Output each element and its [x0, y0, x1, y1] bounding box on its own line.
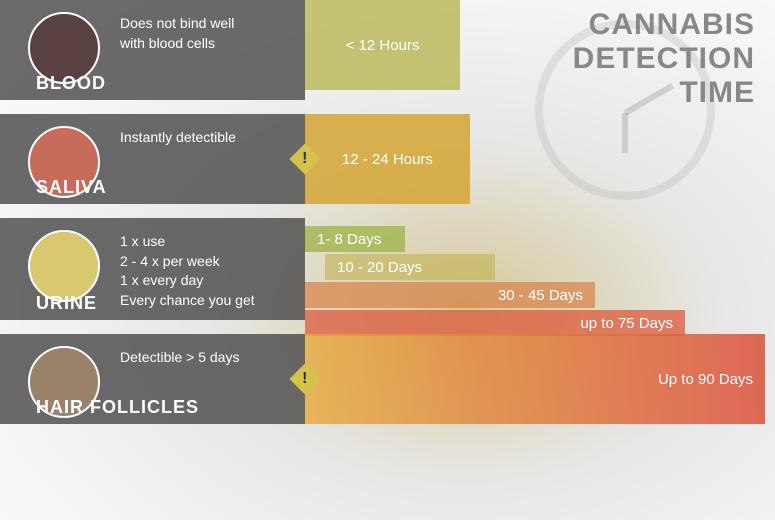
desc-line: with blood cells	[120, 34, 295, 54]
timeline-bars: 12 - 24 Hours	[305, 114, 775, 206]
method-label: HAIR FOLLICLES	[36, 397, 199, 418]
main-title: CANNABIS DETECTION TIME	[573, 8, 755, 110]
timeline-bar: up to 75 Days	[305, 310, 685, 336]
desc-line: 1 x use	[120, 232, 295, 252]
row-hair-follicles: Detectible > 5 daysHAIR FOLLICLES!Up to …	[0, 334, 775, 424]
row-saliva: Instantly detectibleSALIVA!12 - 24 Hours	[0, 114, 775, 204]
description: Detectible > 5 days	[120, 348, 295, 368]
title-line-1: CANNABIS	[573, 8, 755, 42]
description: 1 x use2 - 4 x per week1 x every dayEver…	[120, 232, 295, 310]
desc-line: Every chance you get	[120, 291, 295, 311]
desc-line: Does not bind well	[120, 14, 295, 34]
timeline-bar: 12 - 24 Hours	[305, 114, 470, 204]
method-label: URINE	[36, 293, 97, 314]
desc-line: 2 - 4 x per week	[120, 252, 295, 272]
timeline-bar: 10 - 20 Days	[325, 254, 495, 280]
row-urine: 1 x use2 - 4 x per week1 x every dayEver…	[0, 218, 775, 320]
row-left-panel: Detectible > 5 days HAIR FOLLICLES	[0, 334, 305, 424]
desc-line: Detectible > 5 days	[120, 348, 295, 368]
timeline-bar: 30 - 45 Days	[305, 282, 595, 308]
row-left-panel: 1 x use2 - 4 x per week1 x every dayEver…	[0, 218, 305, 320]
title-line-2: DETECTION	[573, 42, 755, 76]
title-line-3: TIME	[573, 76, 755, 110]
timeline-bar: Up to 90 Days	[305, 334, 765, 424]
desc-line: Instantly detectible	[120, 128, 295, 148]
timeline-bar: 1- 8 Days	[305, 226, 405, 252]
description: Does not bind wellwith blood cells	[120, 14, 295, 53]
urine-icon	[28, 230, 100, 302]
desc-line: 1 x every day	[120, 271, 295, 291]
method-label: SALIVA	[36, 177, 107, 198]
timeline-bars: Up to 90 Days	[305, 334, 775, 426]
description: Instantly detectible	[120, 128, 295, 148]
row-left-panel: Does not bind wellwith blood cells BLOOD	[0, 0, 305, 100]
row-left-panel: Instantly detectible SALIVA	[0, 114, 305, 204]
timeline-bars: 1- 8 Days10 - 20 Days30 - 45 Daysup to 7…	[305, 226, 775, 338]
method-label: BLOOD	[36, 73, 106, 94]
timeline-bar: < 12 Hours	[305, 0, 460, 90]
